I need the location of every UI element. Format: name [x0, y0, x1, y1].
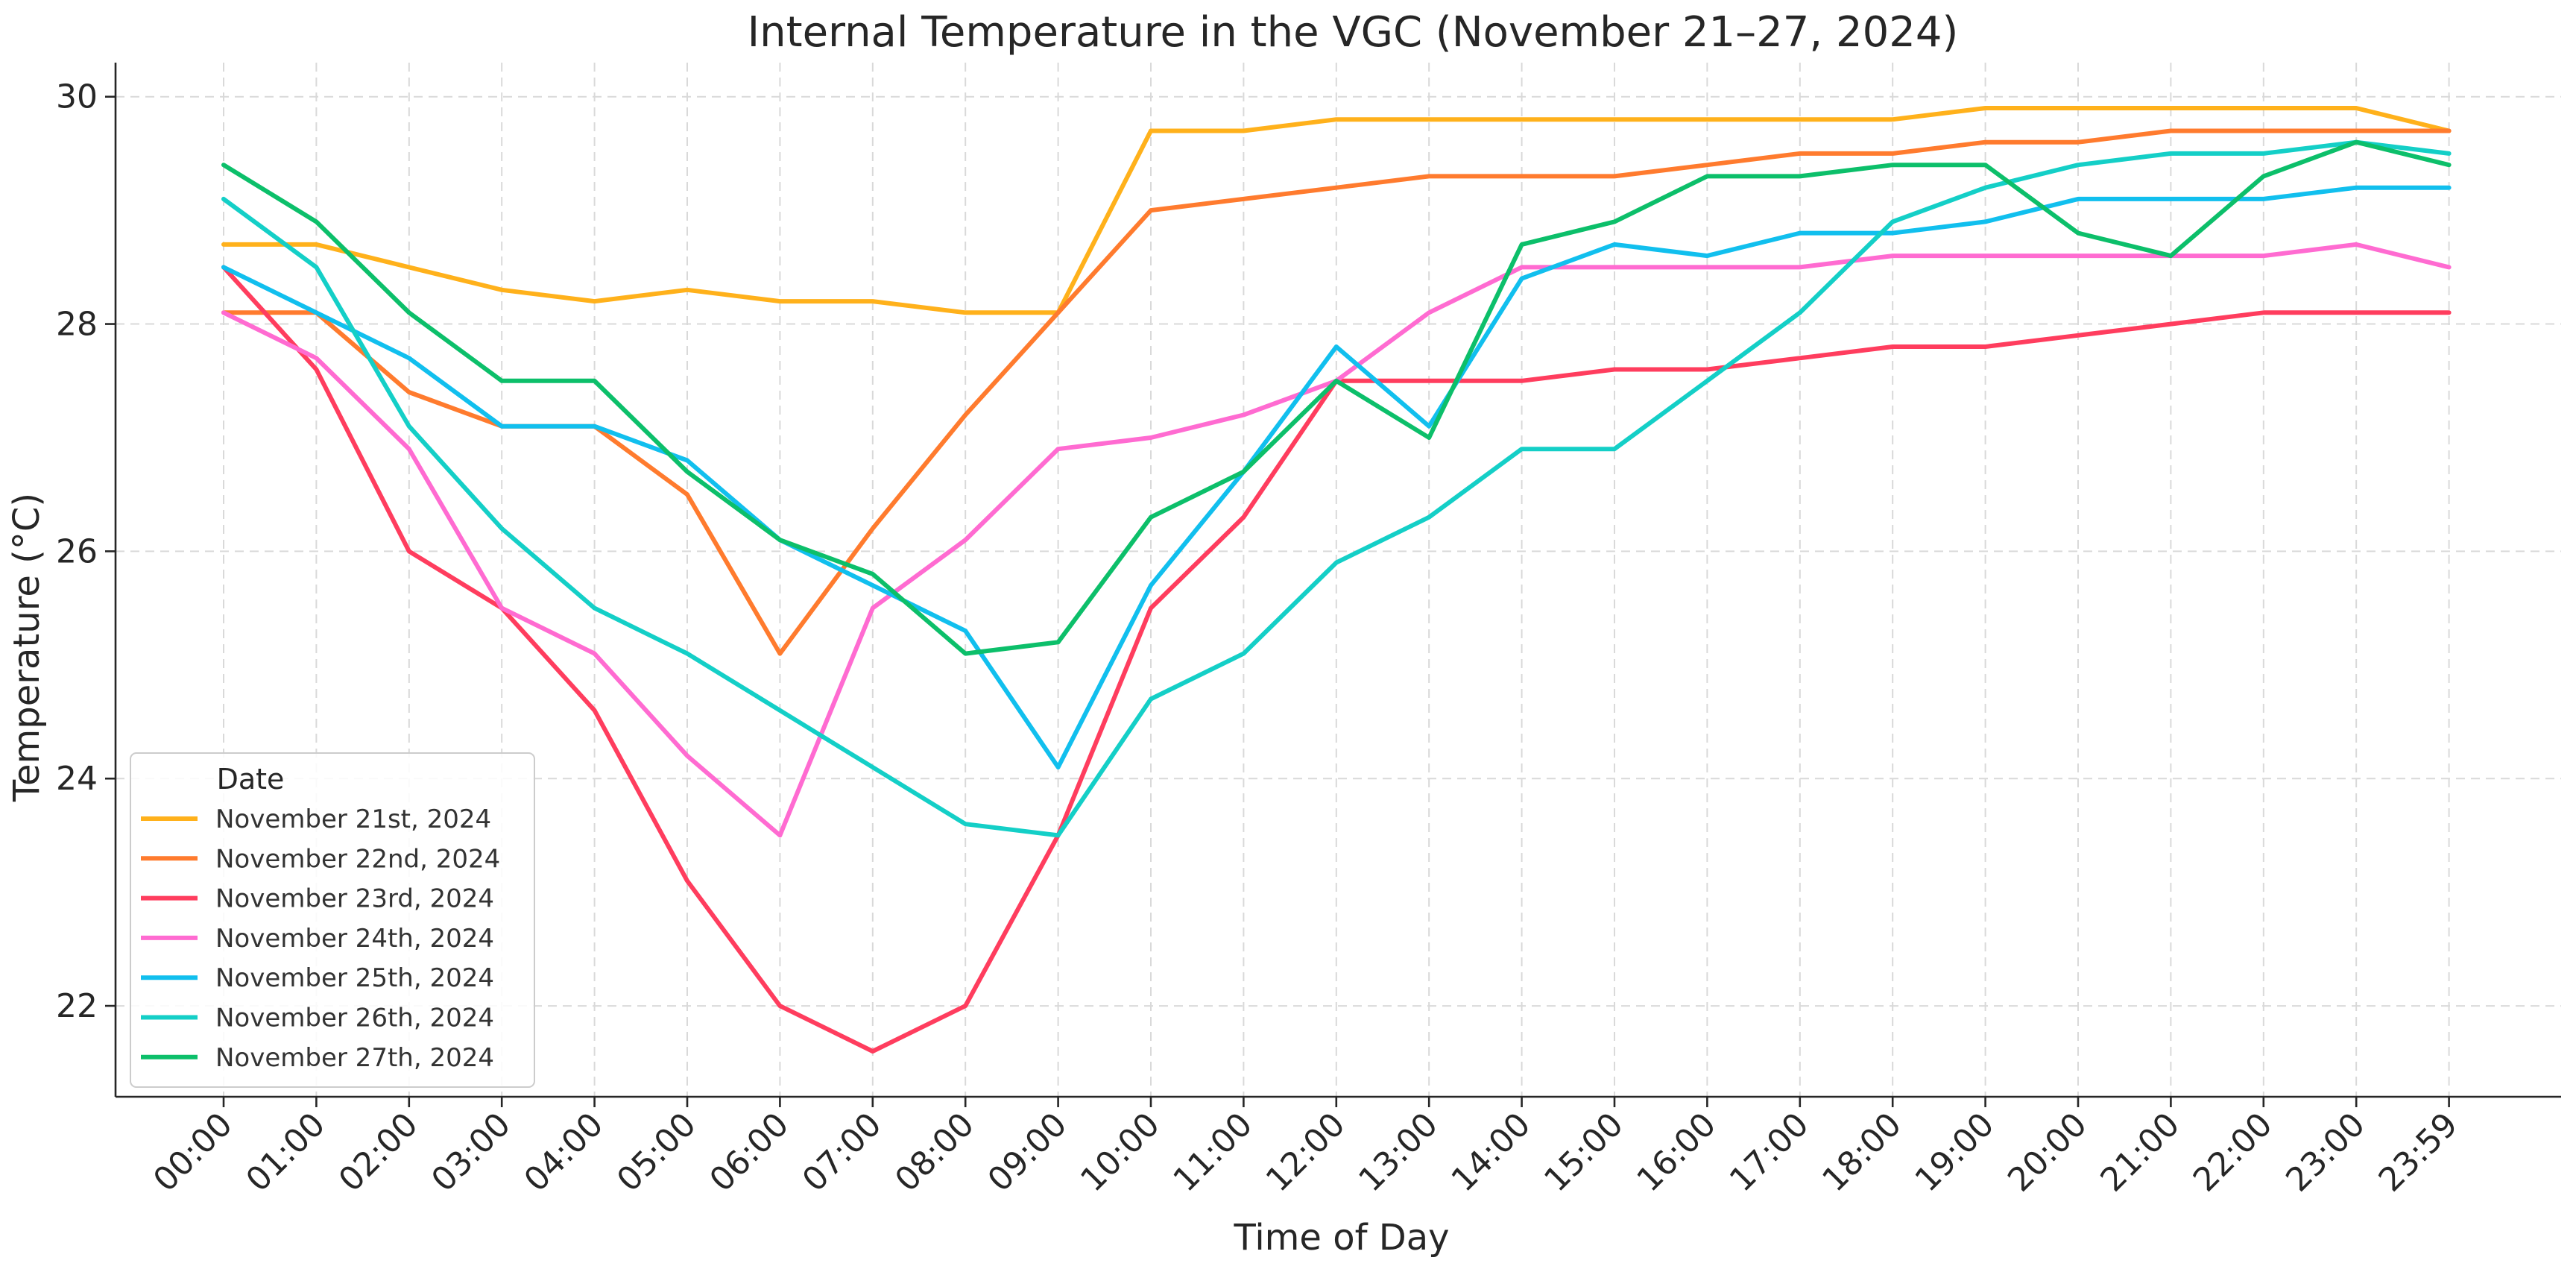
legend-title: Date [217, 763, 285, 796]
x-tick-label: 00:00 [146, 1106, 240, 1200]
x-axis-ticks: 00:0001:0002:0003:0004:0005:0006:0007:00… [146, 1097, 2465, 1199]
legend-entry: November 26th, 2024 [215, 1004, 494, 1033]
y-axis-ticks: 22 24 26 28 30 [56, 78, 116, 1025]
x-tick-label: 09:00 [981, 1106, 1075, 1200]
x-tick-label: 01:00 [239, 1106, 332, 1200]
x-tick-label: 05:00 [610, 1106, 704, 1200]
x-tick-label: 08:00 [888, 1106, 982, 1200]
legend-entry: November 24th, 2024 [215, 924, 494, 954]
axes [114, 63, 2561, 1098]
y-tick-label: 28 [56, 306, 98, 344]
x-tick-label: 20:00 [2001, 1106, 2094, 1200]
x-tick-label: 10:00 [1073, 1106, 1167, 1200]
legend-box [130, 752, 535, 1088]
x-tick-label: 19:00 [1908, 1106, 2002, 1200]
x-tick-label: 18:00 [1815, 1106, 1909, 1200]
x-tick-label: 02:00 [332, 1106, 426, 1200]
x-tick-label: 23:00 [2279, 1106, 2373, 1200]
x-tick-label: 22:00 [2186, 1106, 2280, 1200]
x-tick-label: 07:00 [795, 1106, 889, 1200]
legend: Date November 21st, 2024 November 22nd, 20… [130, 752, 535, 1088]
series-group [221, 106, 2452, 1054]
x-axis-label: Time of Day [1233, 1217, 1449, 1259]
legend-entry: November 27th, 2024 [215, 1043, 494, 1073]
y-tick-label: 30 [56, 78, 98, 116]
x-tick-label: 12:00 [1259, 1106, 1353, 1200]
x-tick-label: 14:00 [1445, 1106, 1538, 1200]
y-tick-label: 24 [56, 760, 98, 798]
x-tick-label: 21:00 [2093, 1106, 2187, 1200]
y-tick-label: 22 [56, 987, 98, 1025]
x-tick-label: 17:00 [1723, 1106, 1816, 1200]
series-line-7 [221, 139, 2452, 656]
x-tick-label: 03:00 [424, 1106, 518, 1200]
y-axis-label: Temperature (°C) [6, 493, 48, 802]
x-tick-label: 11:00 [1166, 1106, 1260, 1200]
legend-entry: November 22nd, 2024 [215, 844, 500, 874]
legend-entry: November 25th, 2024 [215, 963, 494, 993]
chart-title: Internal Temperature in the VGC (Novembe… [748, 8, 1959, 57]
legend-entry: November 21st, 2024 [215, 804, 491, 834]
x-tick-label: 23:59 [2372, 1106, 2466, 1200]
x-tick-label: 04:00 [517, 1106, 611, 1200]
series-line-1 [221, 106, 2452, 315]
series-line-6 [221, 139, 2452, 838]
x-tick-label: 06:00 [702, 1106, 796, 1200]
x-tick-label: 15:00 [1537, 1106, 1631, 1200]
x-tick-label: 13:00 [1351, 1106, 1445, 1200]
x-tick-label: 16:00 [1629, 1106, 1723, 1200]
legend-entry: November 23rd, 2024 [215, 884, 494, 914]
series-line-5 [221, 185, 2452, 769]
y-tick-label: 26 [56, 532, 98, 570]
